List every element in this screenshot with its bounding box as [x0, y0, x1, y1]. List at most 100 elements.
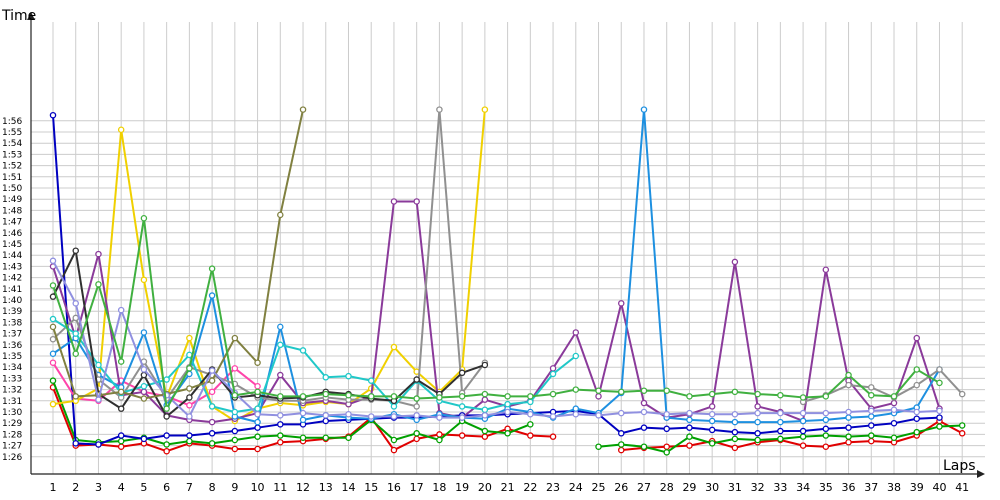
data-point — [686, 409, 693, 417]
data-point — [754, 430, 761, 437]
data-point — [413, 376, 420, 383]
data-point — [799, 394, 807, 401]
data-point — [49, 335, 57, 343]
data-point — [345, 434, 352, 442]
y-tick-label: 1:56 — [2, 117, 22, 127]
data-point — [686, 424, 693, 431]
data-point — [49, 111, 57, 119]
data-point — [936, 414, 943, 421]
data-point — [208, 265, 216, 272]
data-point — [958, 430, 966, 437]
x-tick-label: 16 — [387, 481, 401, 494]
data-point — [436, 414, 443, 421]
data-point — [322, 417, 330, 425]
data-point — [731, 428, 739, 436]
data-point — [72, 314, 79, 322]
data-point — [708, 390, 716, 398]
data-point — [413, 430, 420, 437]
y-axis-arrow — [27, 12, 35, 20]
data-point — [208, 440, 216, 447]
y-tick-label: 1:48 — [2, 206, 22, 216]
data-point — [913, 415, 920, 422]
x-tick-label: 31 — [728, 481, 742, 494]
data-point — [913, 428, 920, 436]
data-point — [413, 412, 420, 419]
y-tick-label: 1:52 — [2, 162, 22, 172]
y-tick-label: 1:35 — [2, 352, 22, 362]
data-point — [49, 323, 57, 331]
data-point — [913, 334, 920, 342]
data-point — [367, 393, 375, 400]
data-point — [277, 438, 284, 446]
data-point — [254, 433, 261, 440]
data-point — [868, 413, 875, 420]
data-point — [458, 432, 466, 439]
data-point — [254, 445, 261, 453]
data-point — [731, 435, 739, 443]
data-point — [436, 106, 443, 113]
x-tick-label: 26 — [614, 481, 628, 494]
data-point — [186, 385, 193, 392]
data-point — [936, 407, 943, 415]
data-point — [663, 387, 670, 394]
x-tick-label: 1 — [50, 481, 57, 494]
data-point — [640, 106, 648, 113]
data-point — [95, 361, 102, 369]
data-point — [72, 393, 79, 400]
data-point — [527, 421, 534, 428]
data-point — [117, 306, 125, 314]
data-point — [777, 418, 784, 426]
data-point — [49, 350, 57, 358]
x-tick-label: 27 — [637, 481, 651, 494]
data-point — [277, 323, 284, 331]
data-point — [208, 388, 216, 396]
data-point — [936, 379, 943, 387]
x-tick-label: 29 — [682, 481, 696, 494]
data-point — [799, 427, 807, 435]
data-point — [686, 433, 693, 440]
data-point — [208, 367, 216, 374]
series — [49, 247, 489, 420]
y-tick-label: 1:34 — [2, 363, 22, 373]
x-tick-label: 23 — [546, 481, 560, 494]
data-point — [254, 418, 261, 426]
data-point — [49, 400, 57, 408]
data-point — [799, 442, 807, 449]
data-point — [708, 410, 716, 418]
data-point — [731, 258, 739, 266]
data-point — [572, 410, 580, 418]
data-point — [322, 374, 330, 381]
data-point — [868, 422, 875, 429]
data-point — [504, 430, 511, 437]
data-point — [254, 359, 261, 366]
data-point — [140, 371, 148, 379]
data-point — [163, 413, 170, 420]
data-point — [754, 390, 761, 398]
data-point — [163, 447, 170, 455]
data-point — [186, 413, 193, 420]
data-point — [890, 399, 898, 407]
data-point — [481, 390, 489, 398]
data-point — [49, 359, 57, 366]
data-point — [754, 418, 761, 426]
data-point — [72, 440, 79, 447]
data-point — [890, 419, 898, 427]
data-point — [708, 403, 716, 410]
data-point — [390, 446, 398, 454]
data-point — [663, 443, 670, 450]
data-point — [72, 247, 79, 254]
data-point — [458, 403, 466, 410]
data-point — [913, 366, 920, 373]
data-point — [345, 372, 352, 380]
data-point — [731, 388, 739, 396]
data-point — [436, 394, 443, 401]
data-point — [754, 409, 761, 417]
data-point — [663, 410, 670, 418]
x-tick-label: 41 — [955, 481, 969, 494]
data-point — [845, 424, 852, 431]
x-tick-label: 19 — [455, 481, 469, 494]
x-tick-label: 8 — [209, 481, 216, 494]
data-point — [140, 382, 148, 390]
data-point — [822, 409, 830, 417]
data-point — [868, 437, 875, 445]
